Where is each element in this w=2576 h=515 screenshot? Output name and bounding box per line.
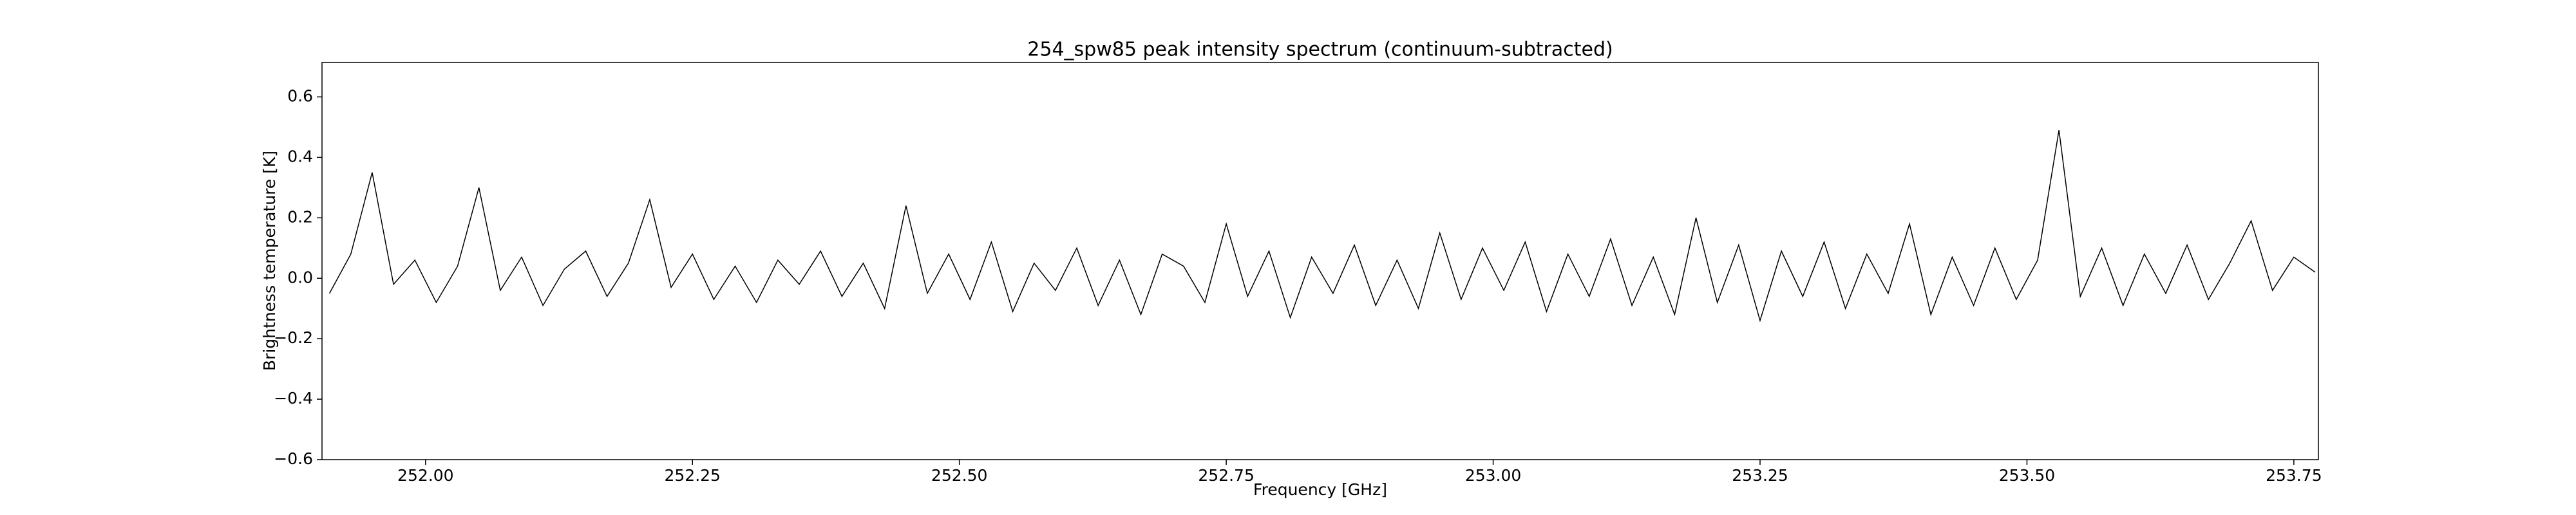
y-tick-label: 0.4 xyxy=(287,147,313,165)
y-tick-label: 0.2 xyxy=(287,207,313,226)
x-tick-label: 253.25 xyxy=(1732,466,1788,485)
x-tick-label: 252.00 xyxy=(397,466,453,485)
x-tick-label: 252.50 xyxy=(931,466,987,485)
y-tick-label: −0.2 xyxy=(274,328,313,347)
plot-frame xyxy=(321,62,2319,460)
x-tick-label: 253.00 xyxy=(1465,466,1521,485)
x-tick-label: 253.75 xyxy=(2266,466,2322,485)
y-tick-label: −0.6 xyxy=(274,449,313,468)
y-tick-label: 0.0 xyxy=(287,268,313,286)
spectrum-line xyxy=(328,130,2316,323)
y-axis-label: Brightness temperature [K] xyxy=(260,151,279,371)
x-tick-label: 252.75 xyxy=(1198,466,1254,485)
y-tick-label: −0.4 xyxy=(274,389,313,407)
chart-title: 254_spw85 peak intensity spectrum (conti… xyxy=(1027,39,1613,61)
x-axis-label: Frequency [GHz] xyxy=(1253,480,1387,499)
y-tick-label: 0.6 xyxy=(287,87,313,106)
x-tick-label: 253.50 xyxy=(1999,466,2055,485)
x-tick-label: 252.25 xyxy=(664,466,720,485)
